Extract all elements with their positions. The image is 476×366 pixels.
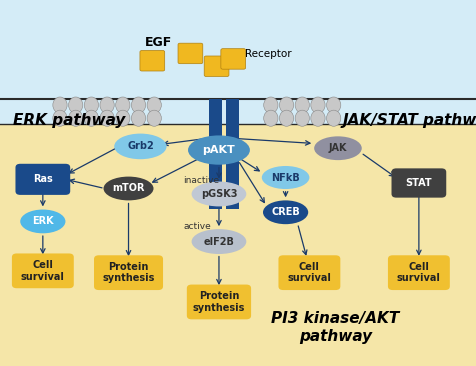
Ellipse shape — [20, 209, 65, 234]
Ellipse shape — [295, 97, 309, 113]
Text: Protein
synthesis: Protein synthesis — [102, 262, 155, 284]
Ellipse shape — [116, 97, 130, 113]
Bar — [209, 99, 222, 209]
Ellipse shape — [84, 97, 99, 113]
Text: mTOR: mTOR — [112, 183, 145, 194]
Text: Cell
survival: Cell survival — [288, 262, 331, 284]
Text: ERK pathway: ERK pathway — [13, 113, 126, 127]
Ellipse shape — [264, 97, 278, 113]
FancyBboxPatch shape — [140, 51, 165, 71]
Ellipse shape — [279, 110, 294, 126]
Ellipse shape — [191, 229, 247, 254]
Text: pAKT: pAKT — [203, 145, 235, 155]
Ellipse shape — [100, 97, 114, 113]
FancyBboxPatch shape — [221, 49, 246, 69]
Ellipse shape — [188, 135, 250, 165]
Ellipse shape — [263, 201, 308, 224]
Ellipse shape — [327, 110, 341, 126]
Text: active: active — [183, 223, 211, 231]
Ellipse shape — [104, 177, 153, 201]
Ellipse shape — [262, 166, 309, 189]
Text: JAK: JAK — [329, 143, 347, 153]
Ellipse shape — [53, 97, 67, 113]
Text: EGF: EGF — [145, 36, 172, 49]
Ellipse shape — [311, 110, 325, 126]
Ellipse shape — [279, 97, 294, 113]
Ellipse shape — [314, 137, 362, 160]
Text: CREB: CREB — [271, 207, 300, 217]
Ellipse shape — [147, 97, 161, 113]
Text: Cell
survival: Cell survival — [397, 262, 441, 284]
Ellipse shape — [191, 182, 247, 206]
Ellipse shape — [100, 110, 114, 126]
FancyBboxPatch shape — [15, 164, 70, 195]
Text: eIF2B: eIF2B — [204, 236, 234, 247]
FancyBboxPatch shape — [12, 253, 74, 288]
Ellipse shape — [84, 110, 99, 126]
Ellipse shape — [69, 97, 83, 113]
Bar — [0, 0, 476, 124]
Ellipse shape — [311, 97, 325, 113]
Text: PI3 kinase/AKT
pathway: PI3 kinase/AKT pathway — [271, 311, 399, 344]
Ellipse shape — [147, 110, 161, 126]
Text: NFkB: NFkB — [271, 172, 300, 183]
FancyBboxPatch shape — [204, 56, 229, 76]
Ellipse shape — [327, 97, 341, 113]
Ellipse shape — [53, 110, 67, 126]
Bar — [0, 124, 476, 366]
Text: ERK: ERK — [32, 216, 54, 227]
Ellipse shape — [114, 134, 167, 159]
Text: Protein
synthesis: Protein synthesis — [193, 291, 245, 313]
Ellipse shape — [116, 110, 130, 126]
FancyBboxPatch shape — [178, 43, 203, 64]
FancyBboxPatch shape — [278, 255, 340, 290]
Ellipse shape — [131, 110, 146, 126]
Bar — [226, 99, 239, 209]
Text: Receptor: Receptor — [245, 49, 292, 59]
Ellipse shape — [264, 110, 278, 126]
Ellipse shape — [69, 110, 83, 126]
Text: inactive: inactive — [183, 176, 219, 185]
Text: JAK/STAT pathway: JAK/STAT pathway — [343, 113, 476, 127]
FancyBboxPatch shape — [94, 255, 163, 290]
Text: Cell
survival: Cell survival — [21, 260, 65, 282]
Ellipse shape — [131, 97, 146, 113]
FancyBboxPatch shape — [388, 255, 450, 290]
Text: STAT: STAT — [406, 178, 432, 188]
Text: Grb2: Grb2 — [127, 141, 154, 152]
Text: Ras: Ras — [33, 174, 53, 184]
FancyBboxPatch shape — [391, 168, 446, 198]
Ellipse shape — [295, 110, 309, 126]
Text: pGSK3: pGSK3 — [201, 189, 237, 199]
FancyBboxPatch shape — [187, 285, 251, 319]
